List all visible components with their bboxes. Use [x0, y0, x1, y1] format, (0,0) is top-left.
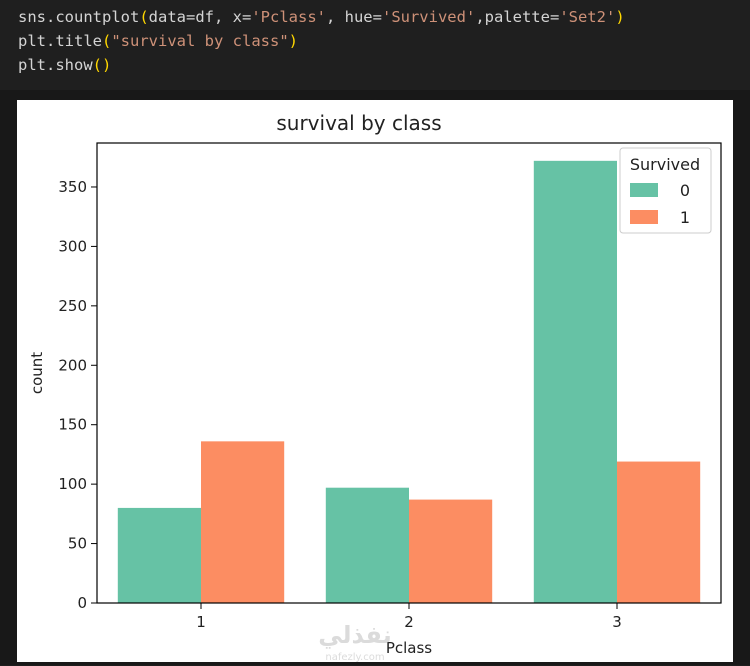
bar-chart: 0 50 100 150 200 250 300 350 1 2 3 survival by cla… [28, 111, 722, 663]
code-token: sns.countplot [18, 8, 140, 26]
code-token: ) [288, 32, 298, 50]
code-cell[interactable]: sns.countplot(data=df, x='Pclass', hue='… [0, 0, 750, 90]
chart-figure: 0 50 100 150 200 250 300 350 1 2 3 survival by cla… [17, 100, 733, 663]
code-line-1: sns.countplot(data=df, x='Pclass', hue='… [18, 8, 625, 26]
y-tick-label: 350 [58, 178, 87, 196]
code-token: ( [139, 8, 149, 26]
y-tick-label: 300 [58, 237, 87, 255]
y-tick-label: 100 [58, 475, 87, 493]
code-token: ) [615, 8, 625, 26]
code-line-3: plt.show() [18, 56, 111, 74]
code-token: 'Pclass' [251, 8, 326, 26]
code-token: data=df, x= [148, 8, 252, 26]
legend-label-0: 0 [680, 181, 690, 200]
legend-swatch-1 [630, 210, 658, 224]
watermark-subtext: nafezly.com [325, 652, 384, 662]
code-token: ( [102, 32, 112, 50]
x-axis-label: Pclass [386, 639, 432, 657]
legend-title: Survived [630, 155, 700, 174]
chart-title: survival by class [276, 111, 441, 135]
watermark-text: نفذلي [318, 621, 391, 649]
code-token: plt.title [18, 32, 102, 50]
x-tick-label: 2 [404, 613, 414, 631]
code-token: , hue= [325, 8, 382, 26]
code-token: plt.show [18, 56, 93, 74]
x-tick-label: 3 [612, 613, 622, 631]
code-token: "survival by class" [111, 32, 289, 50]
bar-class-1-survived-1 [201, 441, 285, 603]
code-line-2: plt.title("survival by class") [18, 32, 298, 50]
bar-class-3-survived-0 [533, 160, 617, 603]
y-tick-label: 250 [58, 297, 87, 315]
bar-class-1-survived-0 [117, 507, 201, 603]
y-tick-label: 50 [68, 535, 87, 553]
code-token: 'Survived' [381, 8, 476, 26]
code-token: () [92, 56, 112, 74]
y-tick-label: 0 [77, 594, 87, 612]
y-tick-label: 150 [58, 416, 87, 434]
bar-class-2-survived-1 [409, 499, 493, 603]
legend-swatch-0 [630, 183, 658, 197]
y-tick-label: 200 [58, 356, 87, 374]
y-axis-label: count [28, 352, 46, 394]
legend: Survived 0 1 [619, 147, 712, 234]
legend-label-1: 1 [680, 208, 690, 227]
code-token: ,palette= [475, 8, 560, 26]
bar-class-3-survived-1 [617, 461, 701, 603]
x-tick-label: 1 [196, 613, 206, 631]
bar-class-2-survived-0 [325, 487, 409, 603]
code-token: 'Set2' [559, 8, 616, 26]
watermark: نفذلي nafezly.com [318, 621, 391, 663]
